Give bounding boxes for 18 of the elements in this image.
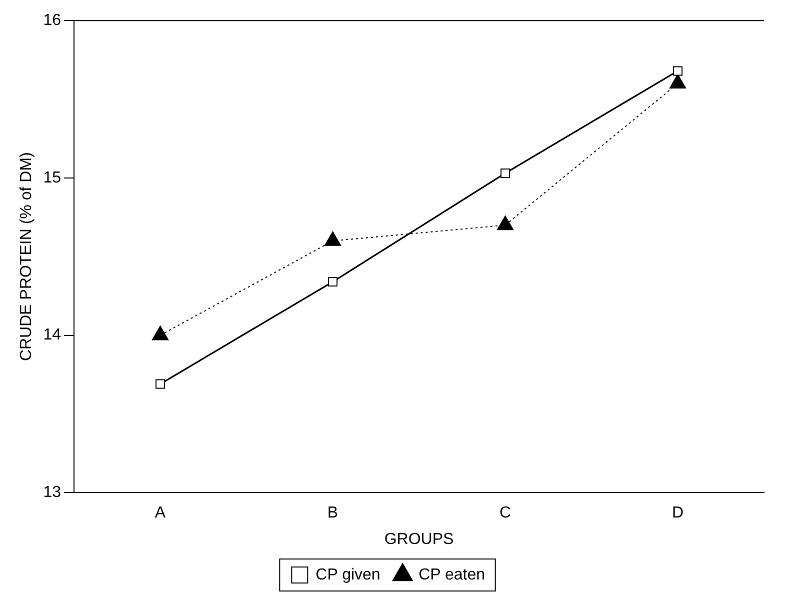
y-tick-label: 14 xyxy=(43,326,62,344)
x-tick-label: B xyxy=(327,504,338,522)
legend-label: CP eaten xyxy=(418,566,486,584)
point xyxy=(669,74,686,89)
x-axis-title: GROUPS xyxy=(384,530,454,548)
legend-label: CP given xyxy=(316,566,380,584)
y-tick-label: 16 xyxy=(43,12,62,30)
x-tick-label: A xyxy=(154,504,166,522)
y-axis-title: CRUDE PROTEIN (% of DM) xyxy=(18,152,36,362)
x-tick-label: D xyxy=(672,504,684,522)
x-tick-label: C xyxy=(499,504,512,522)
point xyxy=(328,277,338,287)
point xyxy=(324,231,342,246)
y-tick-label: 15 xyxy=(43,169,62,186)
point xyxy=(496,216,514,230)
point xyxy=(500,168,510,178)
point xyxy=(156,379,165,389)
y-tick-label: 13 xyxy=(43,484,62,502)
